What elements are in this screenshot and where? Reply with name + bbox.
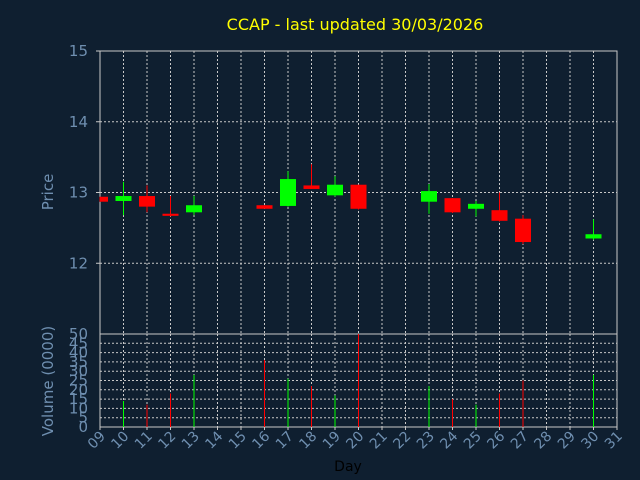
candle-body [350, 184, 367, 209]
price-axis-label: Price [39, 174, 57, 211]
x-tick-label: 21 [367, 429, 391, 453]
candle-body [491, 210, 508, 221]
volume-axis-label: Volume (0000) [39, 326, 57, 436]
x-tick-label: 10 [108, 429, 132, 453]
volume-tick-label: 15 [69, 390, 88, 408]
x-tick-label: 23 [414, 429, 438, 453]
candle-body [186, 205, 202, 213]
price-tick-label: 15 [69, 42, 88, 60]
price-tick-label: 12 [69, 254, 88, 272]
x-tick-label: 22 [390, 429, 414, 453]
x-tick-label: 12 [155, 429, 179, 453]
x-tick-label: 11 [132, 429, 156, 453]
x-tick-label: 31 [602, 429, 626, 453]
candle-body [280, 179, 296, 206]
price-panel: 12 13 14 15 [69, 42, 618, 335]
x-tick-label: 25 [461, 429, 485, 453]
x-tick-label: 15 [226, 429, 250, 453]
volume-tick-label: 25 [69, 372, 88, 390]
volume-tick-label: 35 [69, 353, 88, 371]
candle-body [115, 196, 132, 201]
x-tick-label: 09 [85, 429, 109, 453]
x-axis-label: Day [334, 459, 362, 475]
x-tick-label: 14 [202, 428, 226, 452]
volume-tick-label: 50 [69, 325, 88, 343]
candle-body [327, 184, 343, 196]
candle-body [303, 185, 320, 189]
volume-tick-label: 30 [69, 362, 88, 380]
candle-body [444, 198, 461, 213]
volume-tick-label: 0 [78, 418, 88, 436]
candle-body [256, 205, 273, 209]
x-tick-label: 19 [320, 429, 344, 453]
x-tick-label: 16 [249, 428, 273, 452]
x-tick-label: 29 [555, 429, 579, 453]
volume-tick-label: 10 [69, 399, 88, 417]
x-tick-label: 13 [179, 429, 203, 453]
candle-body [515, 218, 531, 243]
chart-title: CCAP - last updated 30/03/2026 [227, 15, 484, 34]
candle-body [421, 191, 437, 202]
x-tick-label: 24 [437, 428, 461, 452]
candle-body [100, 196, 108, 202]
x-tick-label: 28 [531, 429, 555, 453]
x-axis: 09 10 11 12 13 14 15 16 17 18 19 20 21 22 23 24 25 26 27 28… [85, 427, 626, 452]
candle-body [585, 234, 602, 239]
price-tick-label: 13 [69, 184, 88, 202]
volume-tick-label: 20 [69, 381, 88, 399]
candle-body [139, 196, 155, 207]
candle-body [162, 213, 179, 216]
x-tick-label: 20 [343, 429, 367, 453]
price-tick-label: 14 [69, 113, 88, 131]
volume-tick-label: 5 [78, 409, 88, 427]
volume-tick-label: 40 [69, 344, 88, 362]
x-tick-label: 30 [578, 429, 602, 453]
volume-tick-label: 45 [69, 334, 88, 352]
x-tick-label: 27 [508, 429, 532, 453]
candle-body [468, 203, 484, 209]
x-tick-label: 18 [296, 429, 320, 453]
x-tick-label: 17 [273, 429, 297, 453]
x-tick-label: 26 [484, 428, 508, 452]
